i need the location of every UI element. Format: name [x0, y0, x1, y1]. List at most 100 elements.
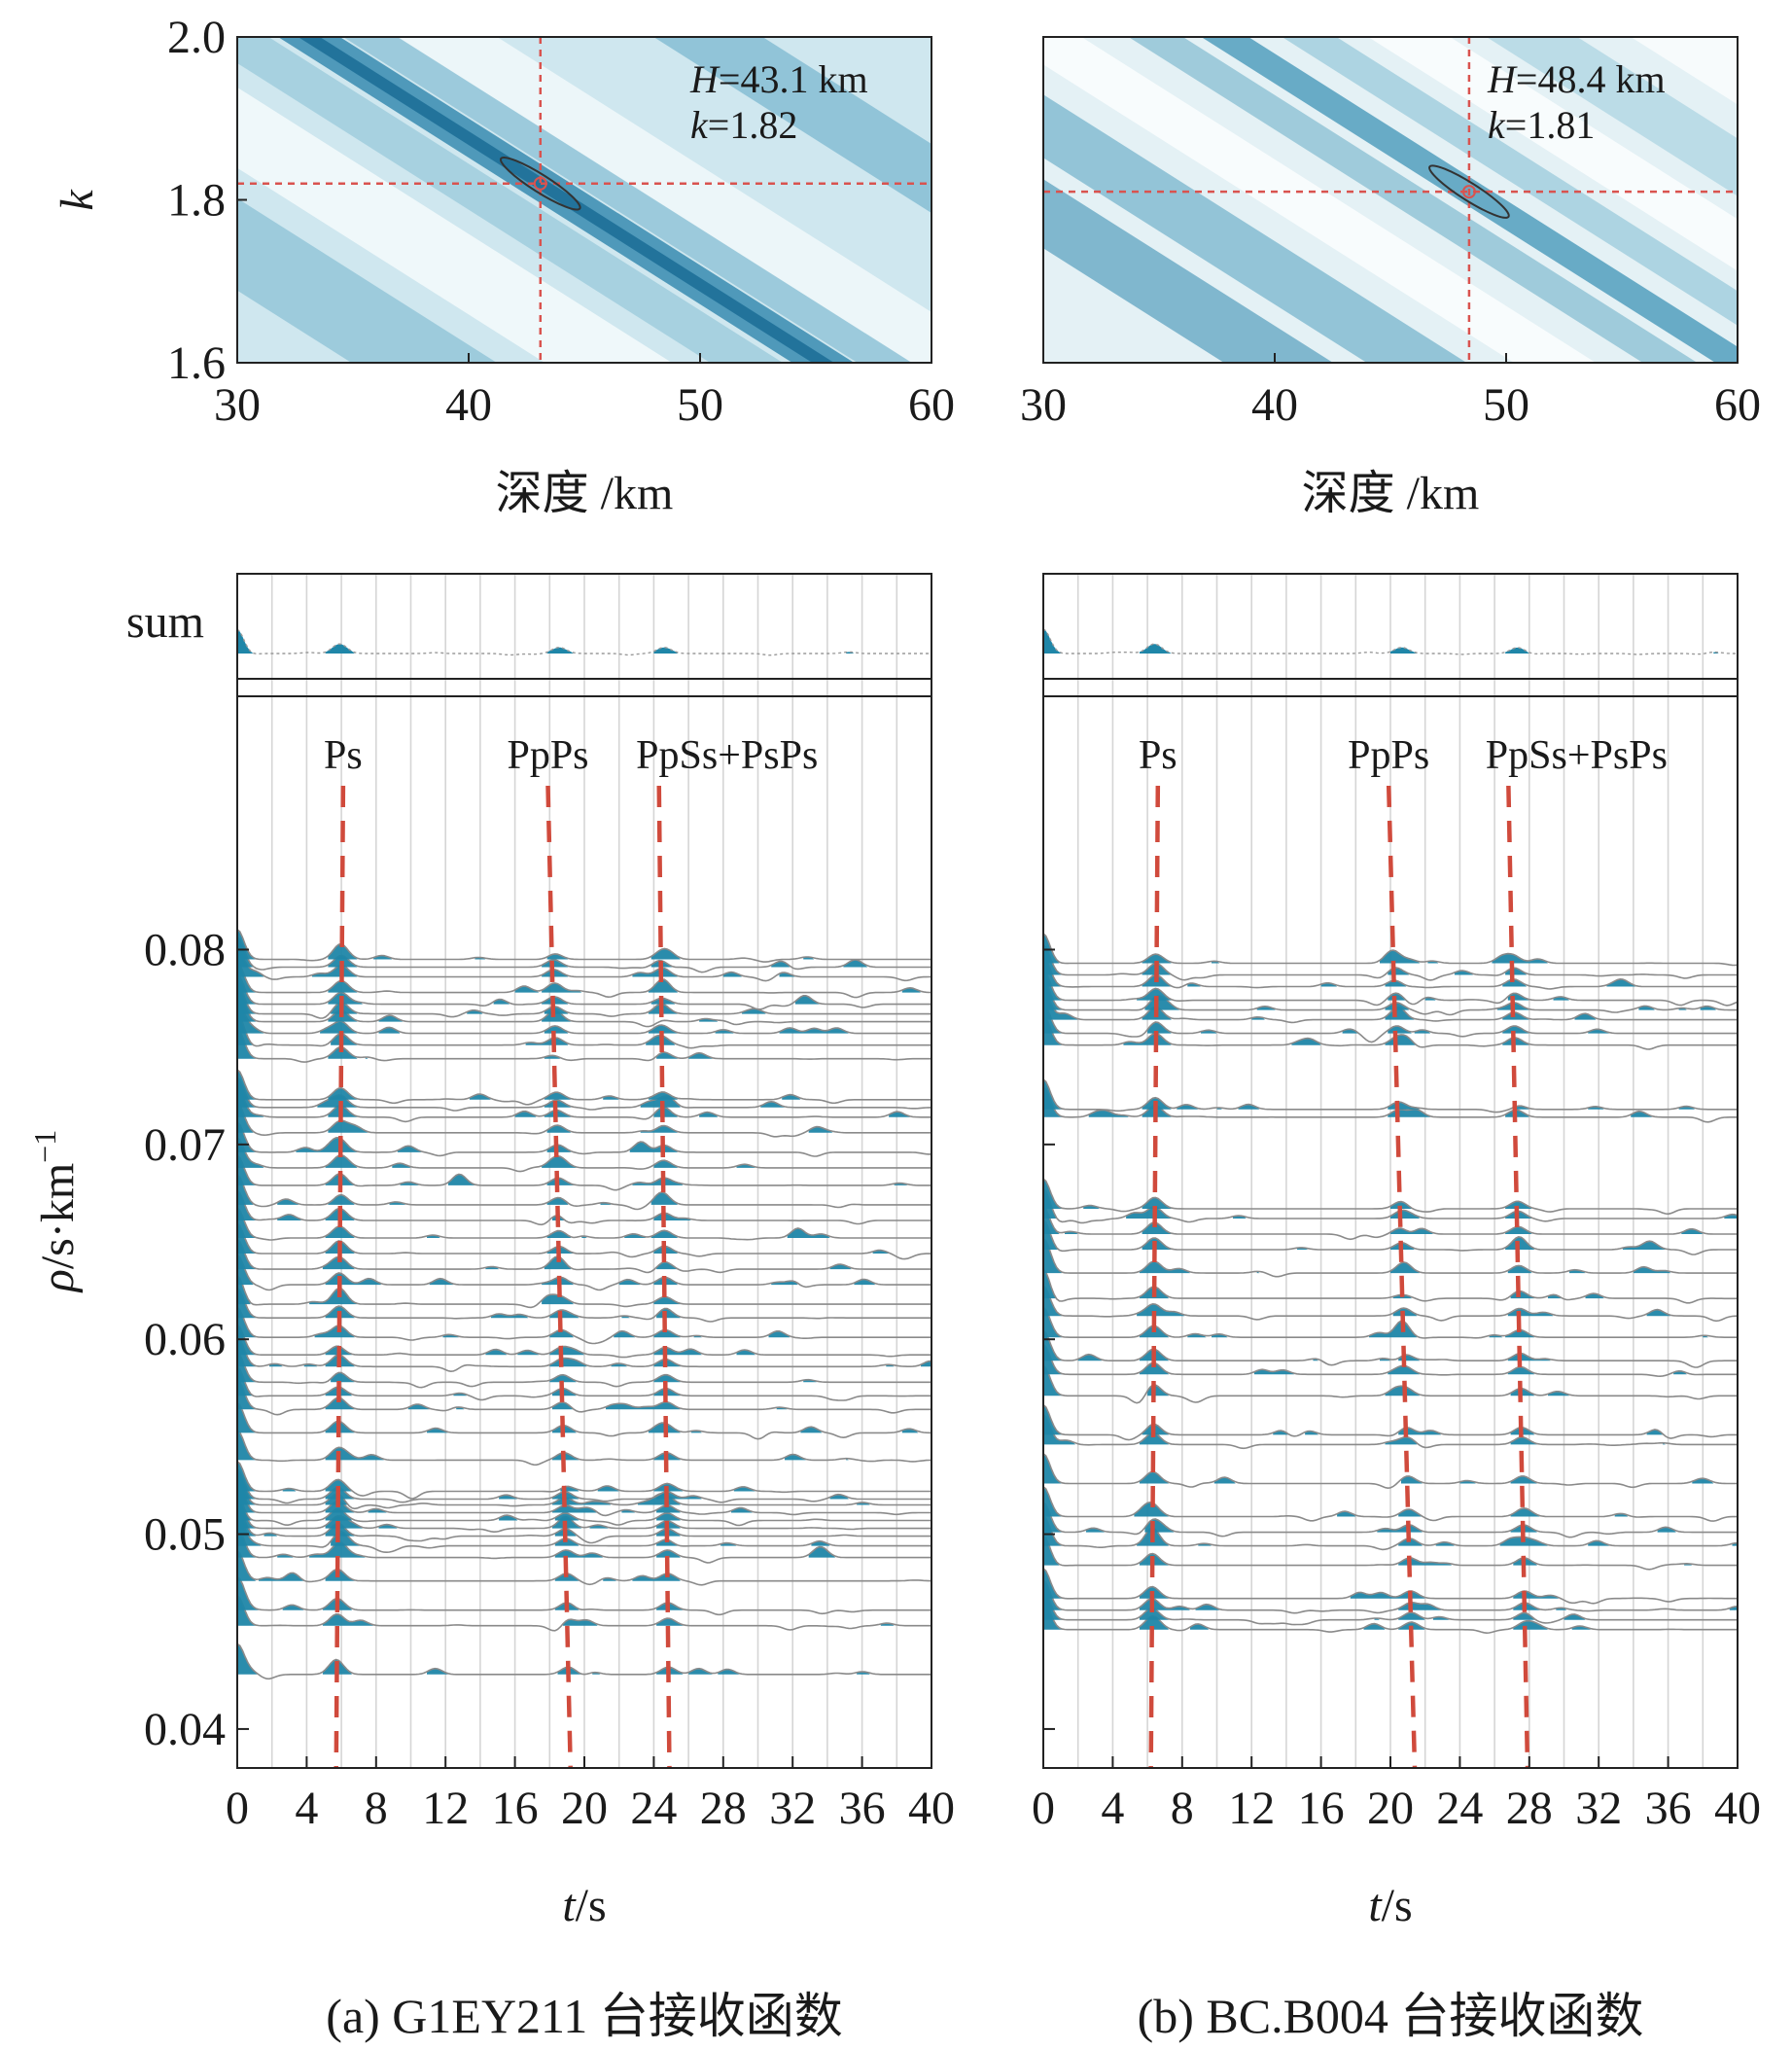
rf-trace-line: [237, 1086, 931, 1123]
rf-trace-line: [237, 962, 931, 999]
rf-trace-line: [237, 1514, 931, 1554]
rf-phase-lines-a: Ps PpPs PpSs+PsPs: [324, 733, 818, 1769]
rf-trace-line: [237, 1189, 931, 1226]
rf-trace-positive-fill: [1043, 1453, 1714, 1484]
rf-sum-trace-b: [1043, 628, 1738, 655]
rf-trace-line: [237, 1287, 931, 1323]
rf-trace: [237, 1498, 931, 1534]
rf-trace: [237, 1069, 931, 1106]
hk-stack-panel-a: 30 40 50 60 1.6 1.8 2.0 H=43.1 km k=1.82 深度 /…: [52, 12, 955, 519]
rf-trace-line: [237, 1207, 931, 1241]
rf-trace-positive-fill: [237, 1468, 849, 1500]
rf-trace: [1043, 1268, 1738, 1304]
rf-trace-line: [237, 1365, 931, 1401]
rf-trace-line: [237, 1154, 931, 1191]
rf-trace: [237, 1514, 931, 1554]
caption-a: (a) G1EY211 台接收函数: [326, 1989, 842, 2043]
rf-trace-line: [1043, 1589, 1738, 1626]
rf-phase-line-ppsspsps: [656, 785, 672, 1769]
rf-trace-line: [237, 929, 931, 963]
rf-trace-line: [237, 1306, 931, 1345]
rf-trace-line: [1043, 1486, 1738, 1522]
rf-trace-line: [237, 1013, 931, 1049]
rf-phase-line-ppps: [545, 785, 573, 1769]
rf-xtick-label: 24: [630, 1783, 677, 1834]
rf-phase-line-ps: [1148, 785, 1161, 1769]
hk-xtick-label: 40: [1251, 379, 1298, 431]
rf-trace-line: [237, 1335, 931, 1373]
hk-stack-band: [237, 37, 931, 363]
rf-yticks-a: 0.04 0.05 0.06 0.07 0.08: [144, 924, 249, 1755]
rf-trace-line: [1043, 956, 1738, 990]
rf-phase-lines-b: Ps PpPs PpSs+PsPs: [1139, 733, 1668, 1769]
rf-trace-line: [1043, 1178, 1738, 1216]
hk-best-marker: [533, 176, 547, 191]
rf-xtick-label: 28: [700, 1783, 747, 1834]
rf-phase-label: PpPs: [1348, 733, 1429, 778]
rf-vgrid-a: [270, 574, 898, 1768]
rf-trace: [237, 1324, 931, 1359]
rf-trace: [237, 1002, 931, 1035]
rf-trace: [237, 1527, 931, 1564]
rf-trace: [237, 1365, 931, 1401]
rf-trace-line: [1043, 1502, 1738, 1538]
hk-heatmap-b: [1043, 37, 1738, 363]
rf-trace-line: [237, 1324, 931, 1359]
rf-trace: [1043, 1078, 1738, 1113]
rf-trace: [237, 1550, 931, 1586]
rf-xlabel-a: t/s: [562, 1880, 606, 1931]
rf-trace-line: [237, 1102, 931, 1138]
rf-trace: [237, 1028, 931, 1063]
rf-trace-positive-fill: [237, 1366, 681, 1396]
rf-trace-line: [237, 989, 931, 1028]
rf-trace-line: [237, 937, 931, 973]
hk-error-ellipse: [499, 156, 581, 211]
rf-trace: [237, 989, 931, 1028]
hk-stack-band: [1043, 37, 1738, 363]
rf-trace-positive-fill: [1043, 970, 1569, 1001]
rf-xticks-b: 0 4 8 12 16 20 24 28 32 36 40: [1032, 1756, 1761, 1834]
rf-trace: [237, 1174, 931, 1211]
rf-xticks-a: 0 4 8 12 16 20 24 28 32 36 40: [226, 1756, 955, 1834]
rf-trace: [1043, 1568, 1738, 1605]
rf-phase-label: PpPs: [507, 733, 588, 778]
rf-trace-line: [237, 1238, 931, 1274]
rf-xtick-label: 32: [769, 1783, 816, 1834]
hk-xtick-label: 40: [445, 379, 492, 431]
rf-trace-line: [237, 1002, 931, 1035]
rf-trace-line: [237, 1505, 931, 1544]
rf-trace: [237, 1351, 931, 1389]
hk-xtick-label: 30: [214, 379, 261, 431]
hk-annot-k-a: k=1.82: [690, 103, 797, 147]
rf-trace-line: [237, 1401, 931, 1440]
rf-trace-line: [1043, 1238, 1738, 1278]
rf-trace-line: [237, 1378, 931, 1416]
rf-trace-line: [1043, 1579, 1738, 1614]
hk-ellipse-a: [499, 156, 581, 211]
rf-trace-line: [237, 1121, 931, 1157]
rf-trace-positive-fill: [1043, 934, 1548, 964]
rf-trace: [237, 1086, 931, 1123]
rf-trace-line: [237, 1498, 931, 1534]
rf-trace-positive-fill: [237, 1430, 849, 1461]
rf-trace-line: [237, 1028, 931, 1063]
rf-trace: [1043, 1003, 1738, 1043]
rf-phase-label: PpSs+PsPs: [636, 733, 818, 778]
rf-trace-line: [237, 1461, 931, 1500]
rf-sum-label-a: sum: [126, 596, 204, 648]
rf-trace-positive-fill: [1043, 1079, 1696, 1110]
hk-best-marker: [1461, 185, 1476, 199]
rf-trace: [1043, 1187, 1738, 1224]
rf-trace-positive-fill: [237, 1175, 679, 1205]
hk-xticks-b: 30 40 50 60: [1020, 353, 1761, 431]
rf-trace-line: [1043, 1453, 1738, 1490]
rf-trace-positive-fill: [1043, 1404, 1664, 1435]
rf-xtick-label: 16: [492, 1783, 539, 1834]
rf-trace-positive-fill: [1043, 1589, 1586, 1620]
rf-trace-positive-fill: [237, 1325, 755, 1356]
rf-xtick-label: 20: [561, 1783, 608, 1834]
rf-trace-positive-fill: [237, 1013, 676, 1045]
rf-trace-positive-fill: [237, 1003, 849, 1034]
rf-trace-line: [237, 1254, 931, 1291]
